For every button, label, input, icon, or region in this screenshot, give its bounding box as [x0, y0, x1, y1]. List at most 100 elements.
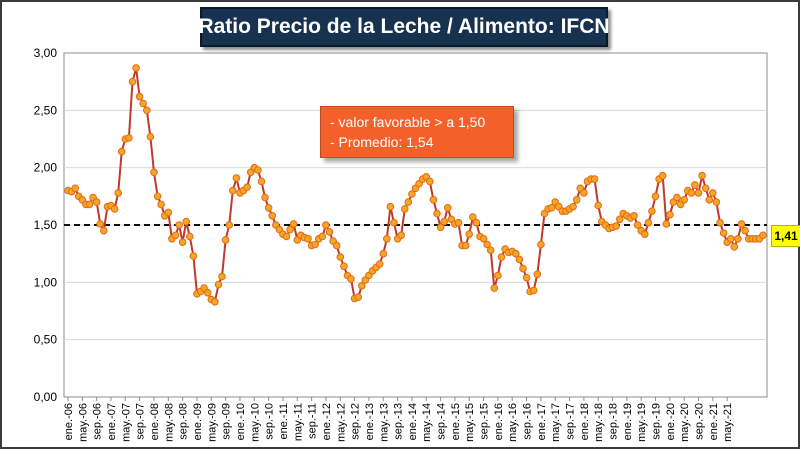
series-points [64, 64, 767, 306]
x-tick-label: may.-14 [421, 403, 433, 442]
x-tick-label: sep.-07 [135, 403, 147, 440]
data-point [719, 229, 728, 237]
data-point [289, 220, 298, 228]
data-point [440, 217, 449, 226]
x-tick-label: ene.-21 [708, 403, 720, 440]
data-point [537, 240, 545, 249]
x-tick-label: may.-13 [378, 403, 390, 442]
x-tick-label: sep.-15 [479, 403, 491, 440]
data-point [433, 209, 441, 218]
data-point [128, 77, 137, 86]
data-point [390, 218, 398, 227]
data-point [254, 166, 262, 174]
data-point [157, 200, 165, 209]
data-point [429, 196, 438, 204]
data-point [490, 284, 499, 292]
data-point [340, 262, 348, 271]
data-point [648, 207, 656, 215]
data-point [401, 205, 409, 213]
data-point [221, 236, 230, 244]
data-point [687, 189, 696, 197]
data-point [694, 189, 703, 197]
x-tick-label: may.-17 [550, 403, 562, 442]
data-point [734, 235, 742, 243]
data-point [282, 232, 291, 241]
data-point [483, 240, 491, 249]
y-tick-label: 0,50 [34, 333, 58, 347]
x-tick-label: may.-21 [722, 403, 734, 442]
x-tick-label: may.-09 [206, 403, 218, 442]
last-value-badge: 1,41 [771, 225, 800, 248]
data-point [268, 212, 277, 220]
data-point [135, 92, 144, 101]
data-point [125, 134, 133, 142]
y-tick-label: 0,00 [34, 390, 58, 404]
data-point [117, 147, 126, 156]
data-point [633, 221, 642, 229]
data-point [716, 218, 724, 227]
data-point [630, 212, 638, 220]
data-point [590, 175, 599, 183]
data-point [497, 253, 506, 261]
data-point [114, 189, 122, 197]
data-point [150, 168, 158, 177]
y-axis: 0,00 0,50 1,00 1,50 2,00 2,50 3,00 [34, 46, 58, 404]
data-point [454, 218, 463, 227]
data-point [386, 202, 395, 211]
data-point [522, 273, 531, 282]
data-point [479, 235, 488, 243]
x-tick-label: may.-07 [120, 403, 132, 442]
data-point [143, 106, 151, 115]
data-point [225, 221, 233, 229]
data-point [615, 215, 624, 224]
x-tick-label: may.-08 [163, 403, 175, 442]
data-point [472, 218, 481, 227]
data-point [691, 181, 699, 189]
data-point [175, 221, 183, 229]
x-tick-label: may.-10 [249, 403, 261, 442]
data-point [759, 231, 767, 240]
data-point [408, 190, 416, 198]
data-point [673, 193, 681, 202]
data-point [569, 202, 577, 211]
x-tick-label: may.-16 [507, 403, 519, 442]
data-point [533, 270, 542, 279]
data-point [379, 249, 388, 258]
data-point [243, 183, 251, 191]
data-point [264, 204, 273, 212]
data-point [153, 192, 162, 201]
chart-title: Ratio Precio de la Leche / Alimento: IFC… [198, 7, 610, 47]
x-tick-label: ene.-20 [665, 403, 677, 440]
data-point [486, 246, 495, 254]
x-tick-label: may.-06 [77, 403, 89, 442]
x-tick-label: sep.-16 [522, 403, 534, 440]
data-point [139, 99, 147, 108]
data-point [375, 260, 384, 268]
x-tick-label: ene.-16 [493, 403, 505, 440]
data-point [171, 231, 180, 240]
data-point [214, 280, 223, 289]
data-point [164, 208, 173, 217]
data-point [257, 177, 266, 186]
annotation-average: - Promedio: 1,54 [330, 134, 434, 150]
x-tick-label: ene.-17 [536, 403, 548, 440]
data-point [705, 196, 714, 204]
data-point [304, 235, 312, 243]
data-point [286, 225, 294, 234]
data-point [318, 232, 327, 241]
x-tick-label: may.-15 [464, 403, 476, 442]
data-point [737, 220, 746, 228]
data-point [730, 243, 739, 251]
data-point [461, 241, 470, 250]
data-point [71, 184, 79, 193]
data-point [211, 298, 219, 306]
data-point [727, 235, 735, 243]
data-point [229, 186, 237, 195]
x-tick-label: sep.-11 [307, 403, 319, 439]
data-point [358, 282, 366, 290]
x-tick-label: sep.-13 [393, 403, 405, 440]
y-tick-label: 3,00 [34, 46, 58, 60]
data-point [354, 293, 363, 302]
data-point [322, 221, 330, 229]
x-axis: ene.-06 may.-06 sep.-06 ene.-07 may.-07 sep.-… [63, 397, 734, 442]
